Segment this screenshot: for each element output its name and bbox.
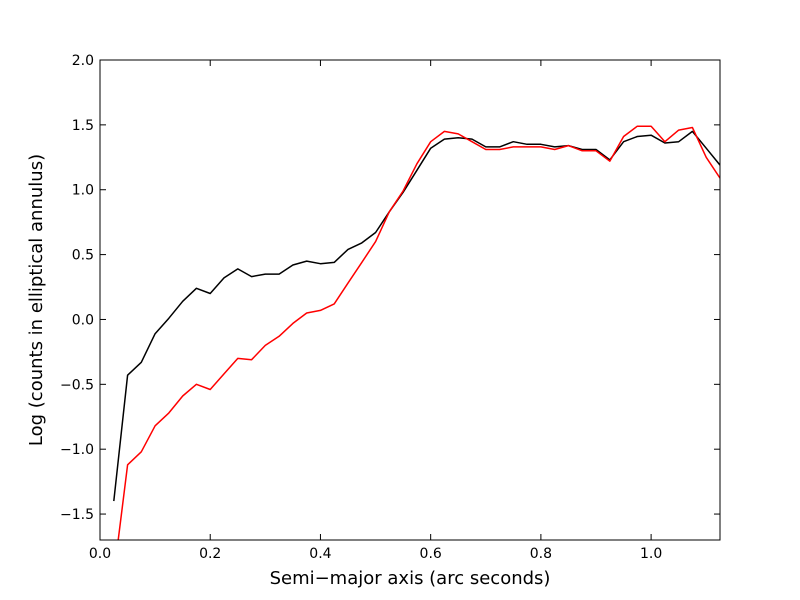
y-tick-label: 1.0: [72, 183, 94, 199]
x-tick-label: 1.0: [640, 546, 662, 562]
series-line-1: [113, 130, 720, 502]
plot-frame: [99, 59, 721, 541]
y-axis-label: Log (counts in elliptical annulus): [26, 154, 47, 446]
x-tick-label: 0.0: [89, 546, 111, 562]
x-tick-label: 0.6: [420, 546, 442, 562]
y-tick-label: −1.5: [60, 507, 94, 523]
y-tick-label: 2.0: [72, 53, 94, 69]
series-line-2: [117, 125, 720, 540]
y-tick-label: −0.5: [60, 377, 94, 393]
x-tick-label: 0.4: [309, 546, 331, 562]
tick-layer: 0.0 0.2 0.4 0.6 0.8 1.0 −1.5 −1.0 −0.5 0.0 0.5 1.0 1…: [60, 53, 720, 562]
series-layer: [113, 125, 720, 540]
x-tick-label: 0.8: [530, 546, 552, 562]
y-tick-label: 0.5: [72, 248, 94, 264]
y-tick-label: 1.5: [72, 118, 94, 134]
y-tick-label: −1.0: [60, 442, 94, 458]
x-tick-label: 0.2: [199, 546, 221, 562]
x-axis-label: Semi−major axis (arc seconds): [270, 568, 551, 589]
y-tick-label: 0.0: [72, 312, 94, 328]
